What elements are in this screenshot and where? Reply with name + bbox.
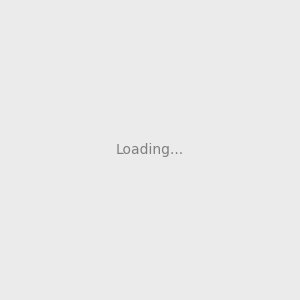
Text: Loading...: Loading... <box>116 143 184 157</box>
